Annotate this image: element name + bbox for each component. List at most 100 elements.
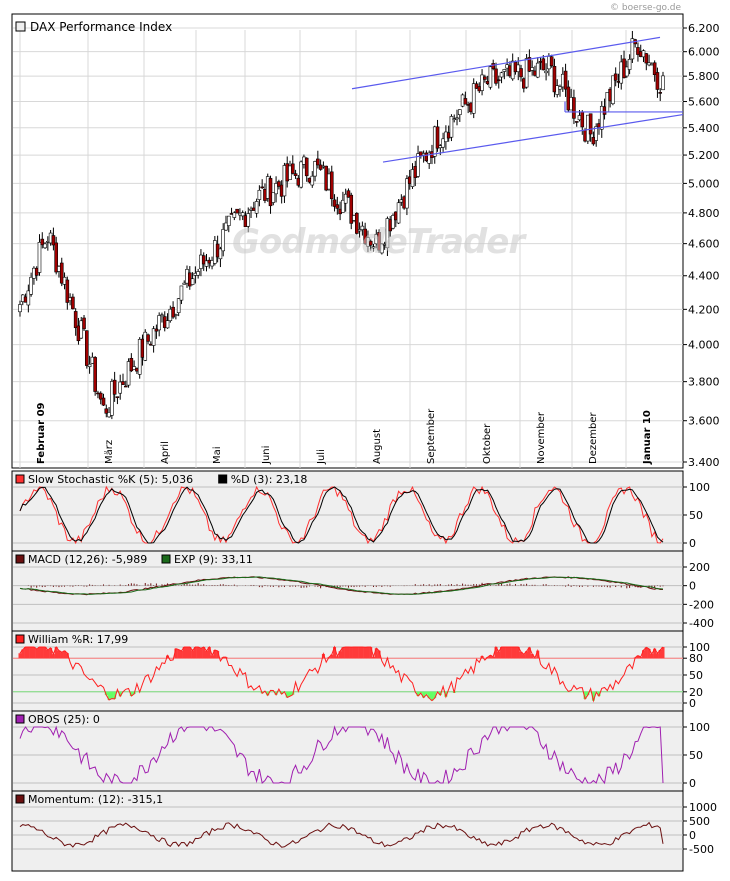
candle-body xyxy=(18,304,22,313)
candle-body xyxy=(544,70,548,74)
candle-body xyxy=(580,111,585,128)
candle-body xyxy=(260,186,264,189)
candle-body xyxy=(174,314,178,316)
price-tick-label: 4.400 xyxy=(688,270,720,283)
price-tick-label: 4.200 xyxy=(688,303,720,316)
price-tick-label: 4.600 xyxy=(688,238,720,251)
candle-body xyxy=(463,98,468,105)
month-label: Juni xyxy=(261,446,272,465)
lower-trend-line xyxy=(382,113,684,163)
indicator-tick-label: 0 xyxy=(689,580,696,593)
candle-body xyxy=(449,116,454,138)
indicator-panel-frame xyxy=(11,550,684,632)
watermark: GodmodeTrader xyxy=(232,222,525,262)
obos-line xyxy=(19,725,664,785)
indicator-tick-label: 50 xyxy=(689,669,703,682)
price-legend-swatch xyxy=(15,21,26,32)
stoch-k-line xyxy=(19,485,664,545)
indicator-legend-label: Slow Stochastic %K (5): 5,036 xyxy=(28,473,193,486)
indicator-tick-label: 0 xyxy=(689,829,696,842)
month-label: August xyxy=(372,429,383,464)
indicator-legend-swatch xyxy=(15,474,25,484)
candle-body xyxy=(274,183,278,195)
candle-body xyxy=(171,306,175,318)
candle-body xyxy=(299,161,303,188)
candle-body xyxy=(458,109,462,116)
candle-body xyxy=(101,397,106,406)
candle-body xyxy=(427,152,431,164)
candle-body xyxy=(441,138,445,148)
candle-body xyxy=(627,58,632,70)
candle-body xyxy=(157,315,161,331)
stoch-d-line xyxy=(19,486,664,544)
candle-body xyxy=(572,97,576,119)
candle-body xyxy=(335,204,340,209)
candle-body xyxy=(343,193,348,204)
candle-body xyxy=(43,243,47,249)
candle-body xyxy=(474,83,479,89)
indicator-panel-frame xyxy=(11,710,684,792)
indicator-tick-label: 1000 xyxy=(689,801,717,814)
candle-body xyxy=(37,242,42,273)
candle-body xyxy=(661,75,665,91)
candle-body xyxy=(416,153,420,177)
candle-body xyxy=(630,38,635,60)
candle-body xyxy=(59,262,64,284)
candle-body xyxy=(611,75,615,105)
price-tick-label: 3.800 xyxy=(688,376,720,389)
candle-body xyxy=(123,385,128,388)
candle-body xyxy=(71,296,75,310)
candle-body xyxy=(491,63,496,70)
candle-body xyxy=(655,72,660,90)
candle-body xyxy=(293,173,298,176)
month-label: Mai xyxy=(212,446,223,464)
candle-body xyxy=(54,242,58,273)
candle-body xyxy=(232,212,237,218)
candle-body xyxy=(455,117,459,120)
candle-body xyxy=(658,92,663,94)
candle-body xyxy=(341,199,345,213)
candle-body xyxy=(480,74,484,91)
candle-body xyxy=(368,240,373,246)
indicator-tick-label: 100 xyxy=(689,481,710,494)
candle-body xyxy=(98,392,103,400)
candle-body xyxy=(179,285,184,301)
price-tick-label: 5.400 xyxy=(688,122,720,135)
price-tick-label: 6.200 xyxy=(688,22,720,35)
month-label: März xyxy=(104,440,115,464)
candle-body xyxy=(519,68,523,78)
candle-body xyxy=(613,73,618,81)
month-label: Oktober xyxy=(482,423,493,464)
candle-body xyxy=(165,320,170,329)
candle-body xyxy=(357,229,362,232)
candle-body xyxy=(574,121,579,123)
month-label: Dezember xyxy=(588,412,599,464)
candle-body xyxy=(558,86,562,90)
candle-body xyxy=(396,202,401,224)
indicator-legend-swatch xyxy=(15,794,25,804)
candle-body xyxy=(502,69,507,72)
candle-body xyxy=(313,161,317,177)
indicator-tick-label: 0 xyxy=(689,537,696,550)
month-label: Februar 09 xyxy=(36,402,47,464)
month-label: September xyxy=(426,408,437,464)
candle-body xyxy=(224,222,228,231)
candle-body xyxy=(405,178,409,209)
candle-body xyxy=(563,70,568,90)
candle-body xyxy=(588,113,593,135)
candle-body xyxy=(221,229,225,252)
candle-body xyxy=(132,366,136,370)
candle-body xyxy=(371,246,376,249)
candle-body xyxy=(304,157,309,177)
momentum-line xyxy=(19,821,664,848)
candle-body xyxy=(599,105,604,130)
candle-body xyxy=(176,298,181,313)
candle-body xyxy=(471,83,476,114)
candle-body xyxy=(271,192,276,203)
candle-body xyxy=(346,190,351,198)
indicator-tick-label: 50 xyxy=(689,749,703,762)
indicator-legend-label: %D (3): 23,18 xyxy=(231,473,308,486)
indicator-tick-label: 100 xyxy=(689,721,710,734)
price-tick-label: 5.200 xyxy=(688,149,720,162)
candle-body xyxy=(110,381,114,416)
